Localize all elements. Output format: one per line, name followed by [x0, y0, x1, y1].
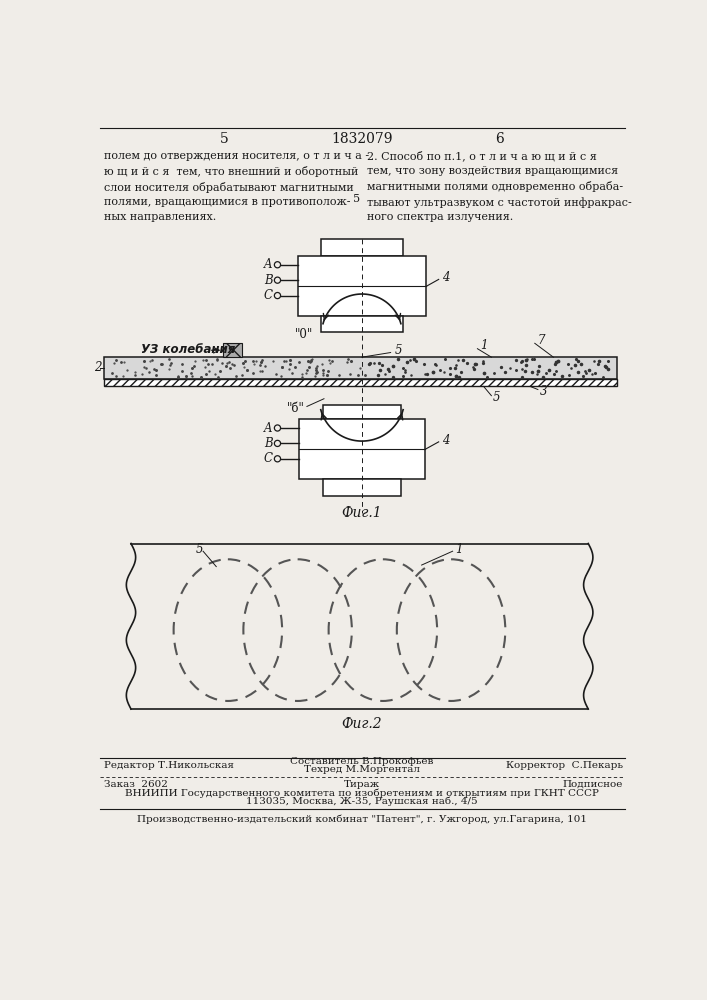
Text: 2: 2: [94, 361, 101, 374]
Bar: [223, 343, 242, 357]
Text: 5: 5: [197, 543, 204, 556]
Text: 113035, Москва, Ж-35, Раушская наб., 4/5: 113035, Москва, Ж-35, Раушская наб., 4/5: [246, 797, 478, 806]
Bar: [104, 379, 617, 386]
Bar: [323, 479, 401, 496]
Text: Фиг.1: Фиг.1: [341, 506, 382, 520]
Text: 3: 3: [539, 385, 547, 398]
Bar: [299, 419, 425, 479]
Text: B: B: [264, 274, 272, 287]
Text: ВНИИПИ Государственного комитета по изобретениям и открытиям при ГКНТ СССР: ВНИИПИ Государственного комитета по изоб…: [125, 788, 599, 798]
Text: Заказ  2602: Заказ 2602: [104, 780, 168, 789]
Text: 4: 4: [442, 434, 449, 447]
Text: полем до отверждения носителя, о т л и ч а -
ю щ и й с я  тем, что внешний и обо: полем до отверждения носителя, о т л и ч…: [104, 151, 369, 222]
Text: 1832079: 1832079: [331, 132, 392, 146]
Bar: [104, 357, 617, 379]
Text: C: C: [264, 289, 273, 302]
Bar: [321, 316, 403, 332]
Text: Тираж: Тираж: [344, 780, 380, 789]
Text: 1: 1: [481, 339, 488, 352]
Text: Корректор  С.Пекарь: Корректор С.Пекарь: [506, 761, 623, 770]
Text: 5: 5: [395, 344, 402, 357]
Text: A: A: [264, 422, 272, 434]
Text: 5: 5: [493, 391, 501, 404]
Text: Фиг.2: Фиг.2: [341, 717, 382, 731]
Text: B: B: [264, 437, 272, 450]
Text: 2. Способ по п.1, о т л и ч а ю щ и й с я
тем, что зону воздействия вращающимися: 2. Способ по п.1, о т л и ч а ю щ и й с …: [368, 151, 632, 222]
Text: 5: 5: [220, 132, 228, 146]
Text: 7: 7: [538, 334, 545, 347]
Bar: [298, 256, 426, 316]
Text: C: C: [264, 452, 273, 465]
Text: Подписное: Подписное: [563, 780, 623, 789]
Text: A: A: [264, 258, 272, 271]
Bar: [323, 405, 401, 419]
Text: Техред М.Моргентал: Техред М.Моргентал: [304, 765, 420, 774]
Text: 1: 1: [455, 543, 462, 556]
Text: "0": "0": [295, 328, 313, 341]
Text: УЗ колебания: УЗ колебания: [141, 343, 235, 356]
Text: Составитель В.Прокофьев: Составитель В.Прокофьев: [291, 757, 433, 766]
Text: 5: 5: [353, 194, 360, 204]
Text: Редактор Т.Никольская: Редактор Т.Никольская: [104, 761, 234, 770]
Text: Производственно-издательский комбинат "Патент", г. Ужгород, ул.Гагарина, 101: Производственно-издательский комбинат "П…: [137, 814, 587, 824]
Text: "б": "б": [287, 402, 305, 415]
Bar: [321, 239, 403, 256]
Text: 4: 4: [442, 271, 449, 284]
Text: 6: 6: [495, 132, 503, 146]
